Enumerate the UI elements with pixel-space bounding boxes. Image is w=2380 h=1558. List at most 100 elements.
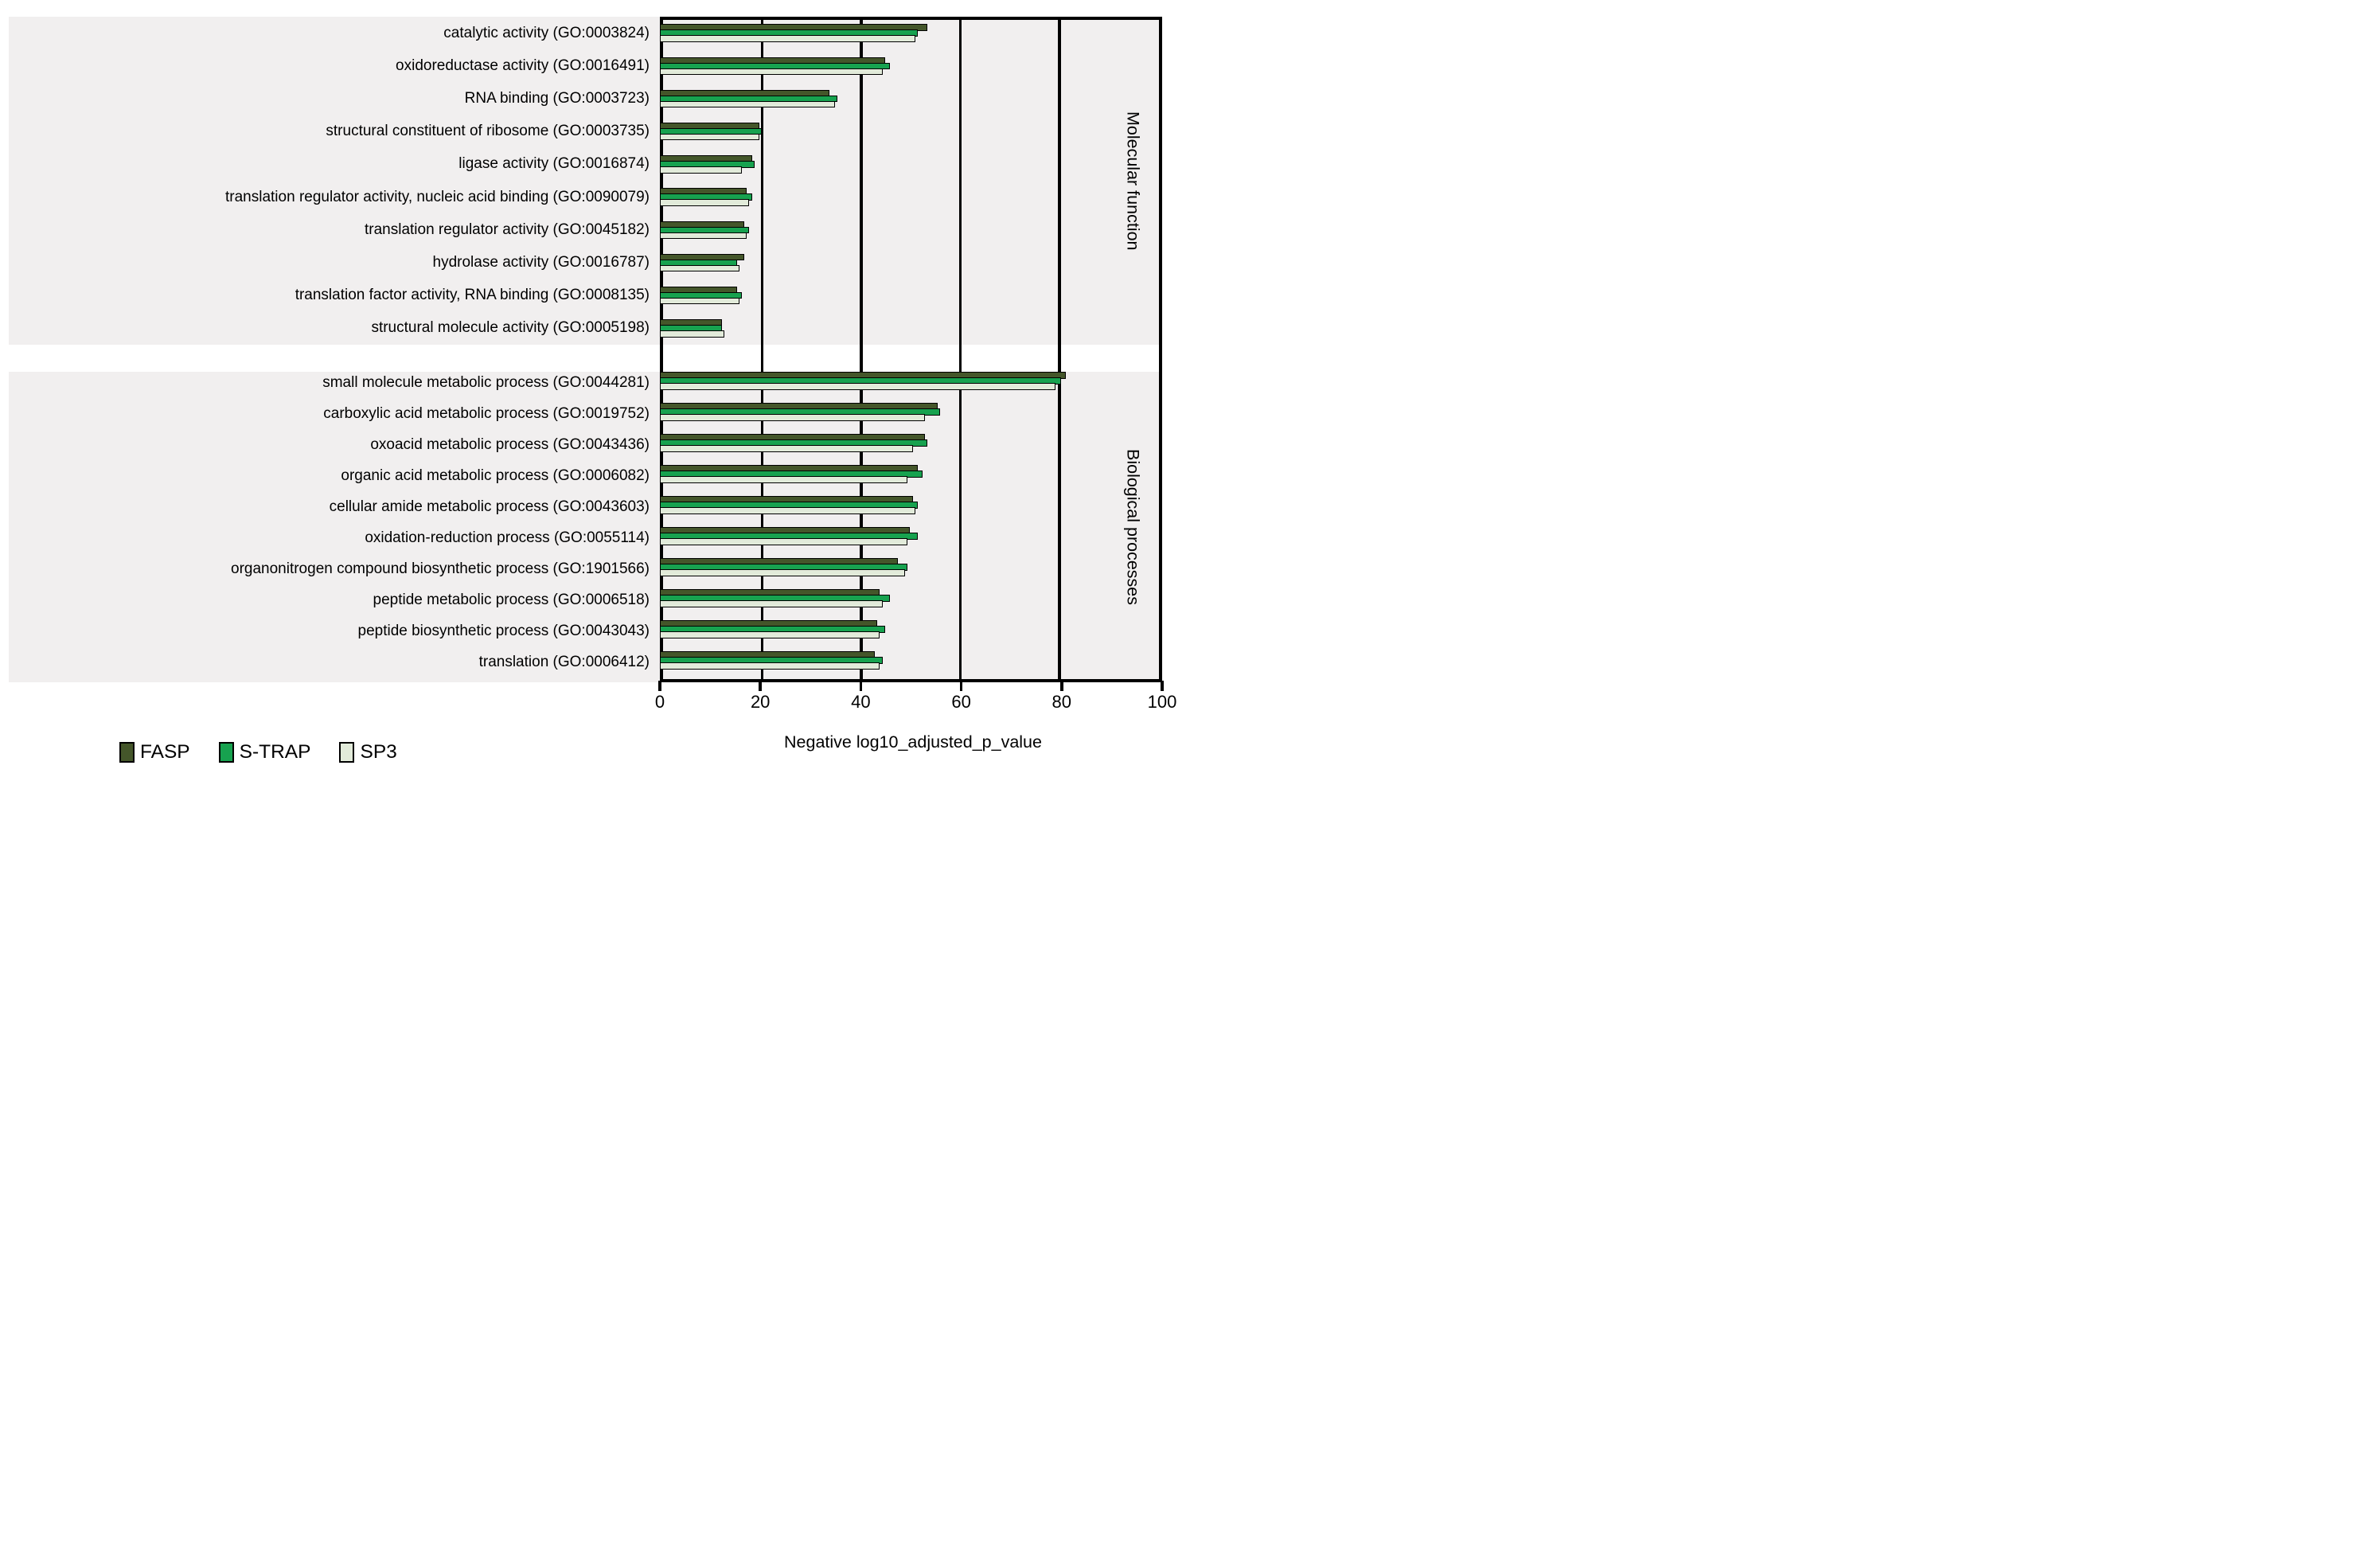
bar-sp3 (660, 445, 913, 452)
bar-sp3 (660, 68, 883, 76)
tick-label-0: 0 (654, 692, 665, 712)
category-label-text: organonitrogen compound biosynthetic pro… (231, 560, 650, 577)
category-row: translation (GO:0006412) (9, 651, 1162, 682)
bar-group (660, 403, 1162, 434)
category-row: ligase activity (GO:0016874) (9, 148, 1162, 181)
category-row: oxidation-reduction process (GO:0055114) (9, 527, 1162, 558)
category-row: oxidoreductase activity (GO:0016491) (9, 49, 1162, 82)
category-label: organic acid metabolic process (GO:00060… (9, 465, 660, 496)
bar-group (660, 465, 1162, 496)
bar-sp3 (660, 662, 880, 670)
category-row: hydrolase activity (GO:0016787) (9, 246, 1162, 279)
bar-group (660, 213, 1162, 246)
legend-label: FASP (140, 741, 190, 763)
legend: FASP S-TRAP SP3 (119, 741, 397, 763)
bar-group (660, 434, 1162, 465)
legend-item-s-trap: S-TRAP (218, 741, 311, 763)
category-label: translation regulator activity (GO:00451… (9, 213, 660, 246)
category-label-text: structural molecule activity (GO:0005198… (371, 319, 650, 337)
category-row: peptide biosynthetic process (GO:0043043… (9, 620, 1162, 651)
bar-sp3 (660, 297, 739, 305)
category-label-text: RNA binding (GO:0003723) (464, 90, 650, 107)
bar-sp3 (660, 35, 915, 42)
category-row: peptide metabolic process (GO:0006518) (9, 589, 1162, 620)
legend-label: S-TRAP (239, 741, 311, 763)
category-label-text: catalytic activity (GO:0003824) (443, 24, 650, 41)
bar-sp3 (660, 414, 926, 421)
tick-mark-40 (859, 681, 863, 691)
category-label-text: translation factor activity, RNA binding… (295, 287, 650, 304)
legend-item-fasp: FASP (119, 741, 190, 763)
category-label-text: oxidation-reduction process (GO:0055114) (365, 529, 650, 546)
bar-sp3 (660, 476, 908, 483)
bar-group (660, 496, 1162, 527)
category-label: cellular amide metabolic process (GO:004… (9, 496, 660, 527)
tick-label-100: 100 (1147, 692, 1177, 712)
bar-sp3 (660, 538, 908, 545)
bar-group (660, 82, 1162, 115)
x-axis-title: Negative log10_adjusted_p_value (784, 732, 1042, 752)
category-label: ligase activity (GO:0016874) (9, 148, 660, 181)
bar-sp3 (660, 631, 880, 638)
bar-group (660, 620, 1162, 651)
bar-sp3 (660, 507, 915, 514)
tick-label-20: 20 (750, 692, 771, 712)
bar-sp3 (660, 166, 742, 174)
category-row: catalytic activity (GO:0003824) (9, 17, 1162, 49)
tick-mark-100 (1161, 681, 1164, 691)
bar-group (660, 312, 1162, 345)
category-label: translation regulator activity, nucleic … (9, 181, 660, 213)
bar-sp3 (660, 133, 760, 141)
bar-group (660, 49, 1162, 82)
bar-sp3 (660, 232, 747, 240)
category-label: carboxylic acid metabolic process (GO:00… (9, 403, 660, 434)
legend-swatch-fasp (119, 742, 135, 763)
legend-label: SP3 (360, 741, 397, 763)
category-label-text: oxidoreductase activity (GO:0016491) (396, 57, 650, 74)
bar-sp3 (660, 383, 1056, 390)
section-label-text: Biological processes (1123, 449, 1143, 605)
bar-sp3 (660, 100, 835, 108)
category-label: organonitrogen compound biosynthetic pro… (9, 558, 660, 589)
legend-swatch-s-trap (218, 742, 234, 763)
tick-mark-60 (959, 681, 963, 691)
bar-group (660, 115, 1162, 148)
molecular-function-panel-background (9, 17, 1162, 345)
bar-group (660, 17, 1162, 49)
bar-group (660, 246, 1162, 279)
category-label: RNA binding (GO:0003723) (9, 82, 660, 115)
category-label: translation factor activity, RNA binding… (9, 279, 660, 312)
tick-mark-0 (658, 681, 661, 691)
biological-processes-panel-background (9, 372, 1162, 682)
category-row: translation regulator activity, nucleic … (9, 181, 1162, 213)
category-label: peptide metabolic process (GO:0006518) (9, 589, 660, 620)
plot-frame (660, 17, 1162, 682)
category-row: oxoacid metabolic process (GO:0043436) (9, 434, 1162, 465)
category-label: hydrolase activity (GO:0016787) (9, 246, 660, 279)
section-label-text: Molecular function (1123, 111, 1143, 251)
bar-sp3 (660, 264, 739, 272)
bar-group (660, 589, 1162, 620)
category-row: organonitrogen compound biosynthetic pro… (9, 558, 1162, 589)
tick-label-40: 40 (851, 692, 871, 712)
category-row: cellular amide metabolic process (GO:004… (9, 496, 1162, 527)
category-label: translation (GO:0006412) (9, 651, 660, 682)
category-label-text: peptide biosynthetic process (GO:0043043… (357, 623, 650, 639)
category-row: translation factor activity, RNA binding… (9, 279, 1162, 312)
category-label: structural constituent of ribosome (GO:0… (9, 115, 660, 148)
category-row: small molecule metabolic process (GO:004… (9, 372, 1162, 403)
category-label: peptide biosynthetic process (GO:0043043… (9, 620, 660, 651)
bar-sp3 (660, 600, 883, 607)
category-label-text: small molecule metabolic process (GO:004… (322, 374, 650, 391)
gridline-80 (1058, 20, 1061, 679)
category-label-text: translation regulator activity, nucleic … (225, 188, 650, 205)
bar-group (660, 651, 1162, 682)
category-label-text: oxoacid metabolic process (GO:0043436) (370, 436, 650, 453)
section-label-biological-processes: Biological processes (1119, 372, 1146, 682)
category-label-text: cellular amide metabolic process (GO:004… (329, 498, 650, 515)
category-label: oxoacid metabolic process (GO:0043436) (9, 434, 660, 465)
category-row: organic acid metabolic process (GO:00060… (9, 465, 1162, 496)
category-label: catalytic activity (GO:0003824) (9, 17, 660, 49)
tick-label-60: 60 (951, 692, 971, 712)
legend-item-sp3: SP3 (339, 741, 397, 763)
